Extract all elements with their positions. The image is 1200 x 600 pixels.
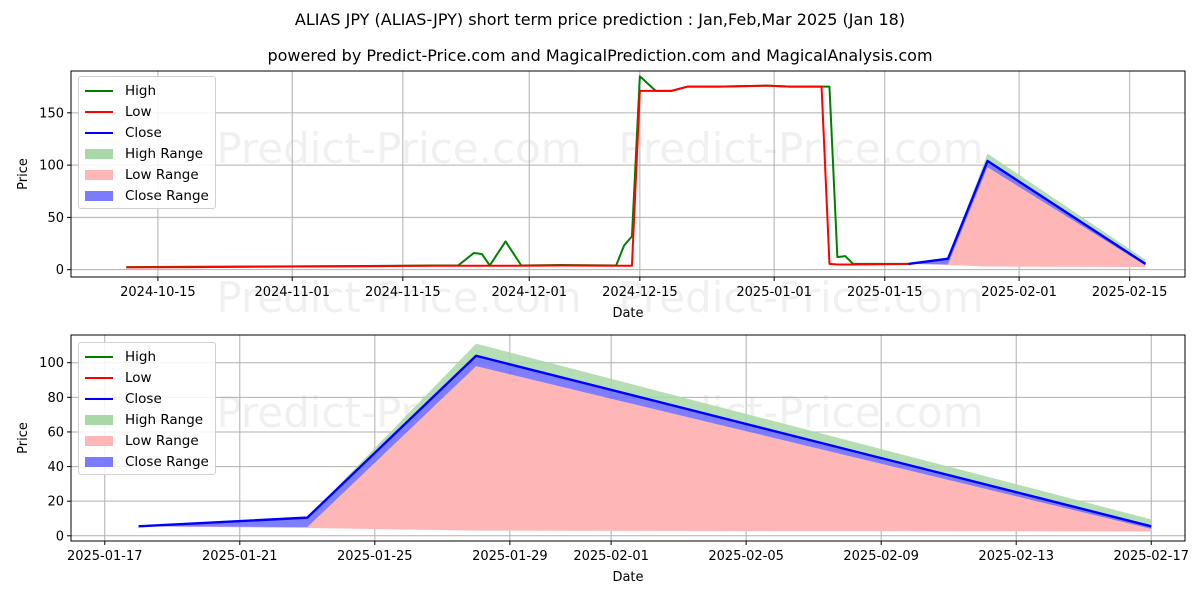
y-tick-label: 100 bbox=[39, 159, 64, 174]
chart-title: ALIAS JPY (ALIAS-JPY) short term price p… bbox=[294, 10, 906, 29]
x-tick-label: 2025-02-17 bbox=[1113, 549, 1189, 564]
watermark: Predict-Price.com bbox=[618, 273, 983, 322]
low-range-area bbox=[908, 167, 1146, 268]
legend-item-low: Low bbox=[85, 101, 209, 122]
y-tick-label: 0 bbox=[56, 529, 64, 544]
legend-item-high-range: High Range bbox=[85, 143, 209, 164]
legend-swatch-icon bbox=[85, 376, 113, 379]
legend-swatch-icon bbox=[85, 89, 113, 92]
legend-item-low-range: Low Range bbox=[85, 164, 209, 185]
x-tick-label: 2025-01-29 bbox=[472, 549, 548, 564]
plot-top: Predict-Price.com Predict-Price.com Predic… bbox=[16, 70, 1186, 322]
legend-label: High Range bbox=[125, 145, 204, 162]
watermark: Predict-Price.com bbox=[216, 124, 581, 173]
x-tick-label: 2025-01-25 bbox=[337, 549, 413, 564]
legend-label: Close Range bbox=[125, 187, 209, 204]
x-tick-label: 2025-02-09 bbox=[843, 549, 919, 564]
close-line bbox=[908, 159, 1147, 266]
legend-item-low: Low bbox=[85, 367, 209, 388]
y-tick-label: 20 bbox=[47, 495, 64, 510]
legend-swatch-icon bbox=[85, 435, 113, 446]
x-axis-label: Date bbox=[612, 570, 643, 585]
plot-frame bbox=[70, 334, 1186, 542]
low-line bbox=[126, 84, 909, 269]
x-tick-label: 2025-02-01 bbox=[981, 285, 1057, 300]
legend-label: High Range bbox=[125, 411, 204, 428]
legend-label: High bbox=[125, 348, 157, 365]
y-tick-label: 100 bbox=[39, 356, 64, 371]
watermark: Predict-Price.com bbox=[216, 273, 581, 322]
x-tick-label: 2025-01-21 bbox=[202, 549, 278, 564]
legend-top: High Low Close High Range Low Range Close Ran… bbox=[78, 76, 216, 209]
plot-frame bbox=[70, 70, 1186, 278]
y-axis-label: Price bbox=[16, 422, 31, 454]
legend-swatch-icon bbox=[85, 110, 113, 113]
legend-swatch-icon bbox=[85, 397, 113, 400]
legend-label: Low Range bbox=[125, 166, 199, 183]
x-axis-label: Date bbox=[612, 306, 643, 321]
close-line bbox=[138, 354, 1152, 528]
legend-swatch-icon bbox=[85, 169, 113, 180]
legend-item-high-range: High Range bbox=[85, 409, 209, 430]
x-tick-label: 2025-02-01 bbox=[573, 549, 649, 564]
x-tick-label: 2024-11-15 bbox=[365, 285, 441, 300]
y-axis-label: Price bbox=[16, 158, 31, 190]
legend-item-close-range: Close Range bbox=[85, 451, 209, 472]
legend-item-high: High bbox=[85, 80, 209, 101]
y-tick-label: 0 bbox=[56, 263, 64, 278]
legend-label: Low bbox=[125, 103, 152, 120]
legend-label: Low bbox=[125, 369, 152, 386]
legend-swatch-icon bbox=[85, 456, 113, 467]
legend-swatch-icon bbox=[85, 190, 113, 201]
legend-item-close-range: Close Range bbox=[85, 185, 209, 206]
legend-label: Low Range bbox=[125, 432, 199, 449]
plot-bottom: Predict-Price.com Predict-Price.com2025-0… bbox=[16, 334, 1189, 585]
y-tick-label: 80 bbox=[47, 391, 64, 406]
x-tick-label: 2025-02-05 bbox=[708, 549, 784, 564]
legend-swatch-icon bbox=[85, 148, 113, 159]
legend-bottom: High Low Close High Range Low Range Close Ran… bbox=[78, 342, 216, 475]
legend-label: Close Range bbox=[125, 453, 209, 470]
x-tick-label: 2025-01-01 bbox=[736, 285, 812, 300]
legend-swatch-icon bbox=[85, 355, 113, 358]
x-tick-label: 2025-01-15 bbox=[847, 285, 923, 300]
legend-swatch-icon bbox=[85, 131, 113, 134]
x-tick-label: 2024-11-01 bbox=[254, 285, 330, 300]
legend-label: High bbox=[125, 82, 157, 99]
y-tick-label: 40 bbox=[47, 460, 64, 475]
legend-item-low-range: Low Range bbox=[85, 430, 209, 451]
chart-subtitle: powered by Predict-Price.com and Magical… bbox=[267, 46, 933, 65]
x-tick-label: 2025-01-17 bbox=[67, 549, 143, 564]
y-tick-label: 60 bbox=[47, 425, 64, 440]
x-tick-label: 2024-12-01 bbox=[491, 285, 567, 300]
legend-item-close: Close bbox=[85, 388, 209, 409]
legend-label: Close bbox=[125, 124, 162, 141]
x-tick-label: 2025-02-13 bbox=[978, 549, 1054, 564]
x-tick-label: 2024-12-15 bbox=[602, 285, 678, 300]
x-tick-label: 2024-10-15 bbox=[120, 285, 196, 300]
x-tick-label: 2025-02-15 bbox=[1092, 285, 1168, 300]
low-range-area bbox=[138, 366, 1152, 532]
watermark: Predict-Price.com bbox=[618, 124, 983, 173]
y-tick-label: 50 bbox=[47, 211, 64, 226]
legend-item-close: Close bbox=[85, 122, 209, 143]
legend-swatch-icon bbox=[85, 414, 113, 425]
legend-item-high: High bbox=[85, 346, 209, 367]
legend-label: Close bbox=[125, 390, 162, 407]
y-tick-label: 150 bbox=[39, 106, 64, 121]
